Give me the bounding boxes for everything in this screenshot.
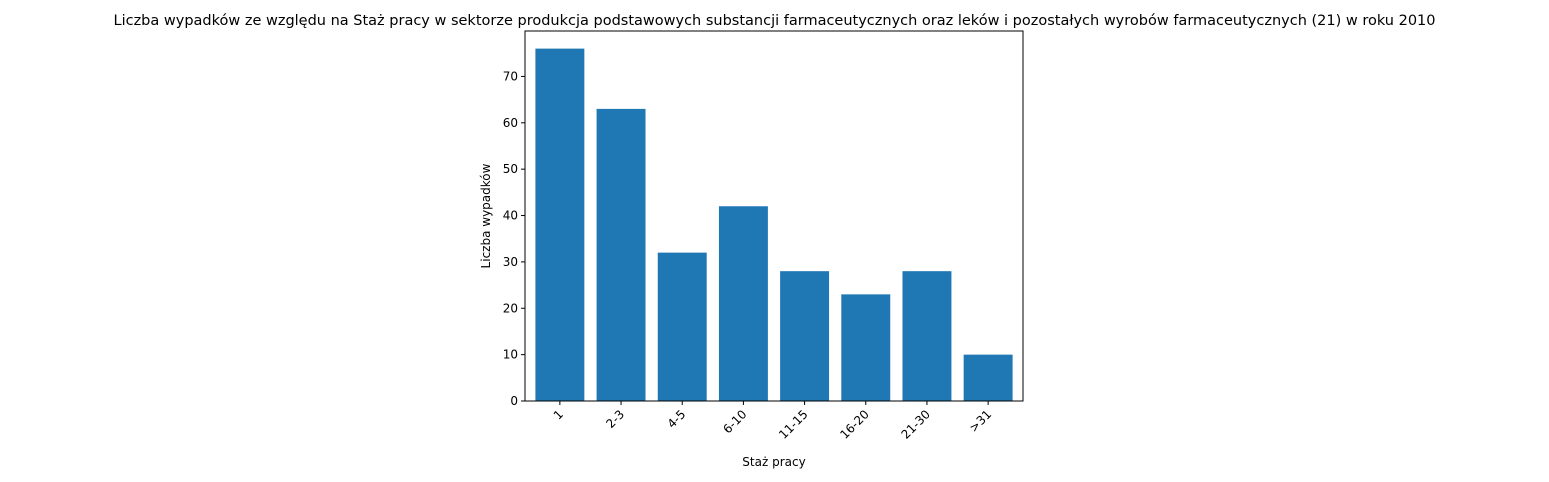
y-tick-label: 20 — [503, 301, 518, 315]
bar-7 — [902, 271, 952, 401]
bar-4 — [718, 206, 768, 401]
y-tick-label: 40 — [503, 209, 518, 223]
bar-1 — [535, 48, 585, 401]
plot-frame — [524, 30, 1024, 402]
x-tick-label: 6-10 — [720, 407, 749, 436]
bar-3 — [657, 252, 707, 401]
x-tick-label: 4-5 — [665, 407, 689, 431]
x-tick-label: 16-20 — [837, 407, 872, 442]
x-axis-label: Staż pracy — [742, 455, 805, 469]
chart-title: Liczba wypadków ze względu na Staż pracy… — [113, 13, 1435, 29]
x-tick-label: 21-30 — [899, 407, 934, 442]
y-tick-label: 10 — [503, 348, 518, 362]
y-tick-label: 30 — [503, 255, 518, 269]
x-axis: 1 2-3 4-5 6-10 11-15 16-20 21-30 >31 — [551, 401, 994, 442]
x-tick-label: 2-3 — [603, 407, 627, 431]
y-tick-label: 50 — [503, 162, 518, 176]
bar-6 — [841, 294, 891, 401]
bars-layer — [535, 48, 1013, 401]
y-tick-label: 70 — [503, 69, 518, 83]
bar-8 — [963, 354, 1013, 401]
y-tick-label: 0 — [510, 394, 518, 408]
y-tick-label: 60 — [503, 116, 518, 130]
bar-5 — [780, 271, 830, 401]
x-tick-label: 11-15 — [776, 407, 811, 442]
x-tick-label: 1 — [551, 407, 566, 422]
y-axis: 0 10 20 30 40 50 60 70 — [503, 69, 525, 408]
bar-2 — [596, 108, 646, 401]
y-axis-label: Liczba wypadków — [479, 163, 493, 268]
x-tick-label: >31 — [966, 407, 994, 435]
